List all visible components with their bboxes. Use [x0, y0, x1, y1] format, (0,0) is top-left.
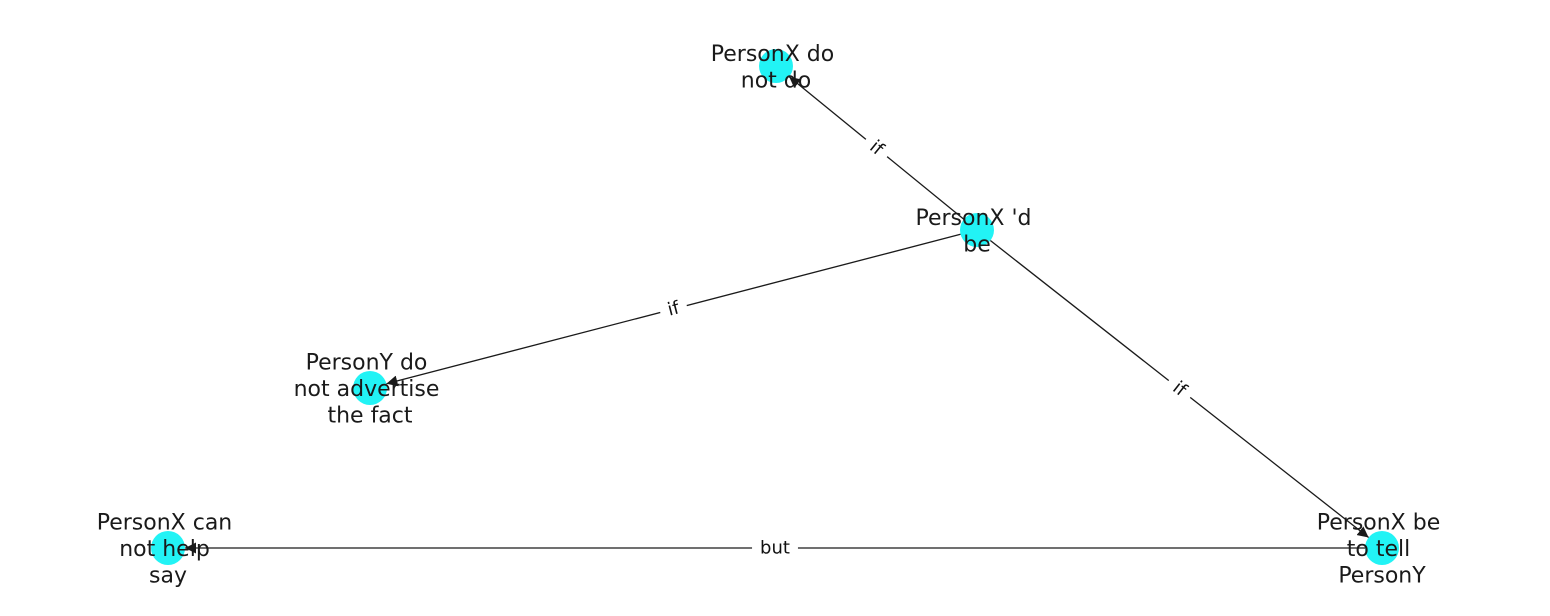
node-label-layer: PersonX do not do PersonX 'd be PersonY … — [97, 42, 1448, 589]
node-circle-persony-do-not-advertise[interactable] — [353, 371, 387, 405]
edge-label-if-3: if — [1161, 371, 1198, 407]
node-circle-personx-do-not-do[interactable] — [759, 49, 793, 83]
node-label-personx-be-to-tell: PersonX be to tell PersonY — [1317, 511, 1448, 589]
edge-label-but: but — [752, 536, 798, 560]
node-label-personx-can-not-help-say: PersonX can not help say — [97, 511, 240, 589]
node-label-persony-do-not-advertise: PersonY do not advertise the fact — [294, 351, 447, 429]
node-circle-personx-can-not-help-say[interactable] — [151, 531, 185, 565]
edge-label-layer: if if if but — [657, 130, 1198, 560]
node-circle-personx-d-be[interactable] — [960, 213, 994, 247]
edge-label-if-2: if — [657, 293, 690, 325]
svg-text:but: but — [760, 538, 790, 559]
node-label-personx-d-be: PersonX 'd be — [915, 206, 1038, 258]
edge-layer — [185, 76, 1370, 554]
node-circle-personx-be-to-tell[interactable] — [1365, 531, 1399, 565]
node-layer — [151, 49, 1399, 565]
edge-label-if-1: if — [858, 130, 895, 166]
node-label-personx-do-not-do: PersonX do not do — [711, 42, 841, 94]
